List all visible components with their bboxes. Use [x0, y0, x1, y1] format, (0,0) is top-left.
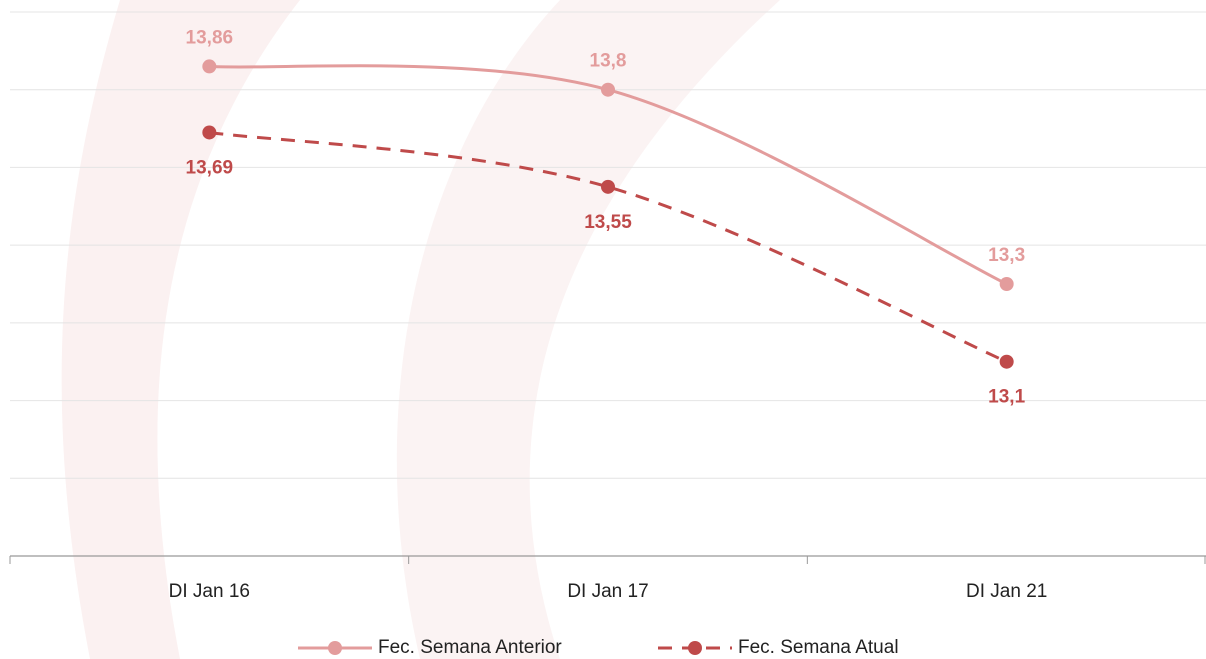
data-label: 13,86: [186, 27, 234, 48]
data-label: 13,69: [186, 157, 234, 178]
data-label: 13,8: [590, 51, 627, 72]
x-tick-label: DI Jan 16: [169, 581, 250, 602]
data-label: 13,55: [584, 212, 632, 233]
line: [209, 130, 1008, 364]
data-label: 13,3: [988, 245, 1025, 266]
marker: [601, 82, 615, 97]
marker: [202, 125, 217, 140]
legend-marker: [328, 641, 342, 655]
legend-label: Fec. Semana Atual: [738, 637, 899, 658]
legend-marker: [688, 641, 702, 655]
marker: [999, 277, 1014, 291]
x-tick-label: DI Jan 21: [966, 581, 1047, 602]
legend-label: Fec. Semana Anterior: [378, 637, 562, 658]
watermark: [396, 0, 780, 659]
marker: [601, 179, 615, 194]
x-tick-label: DI Jan 17: [567, 581, 648, 602]
marker: [999, 354, 1014, 369]
marker: [202, 59, 217, 74]
data-label: 13,1: [988, 387, 1025, 408]
watermark: [61, 0, 301, 659]
